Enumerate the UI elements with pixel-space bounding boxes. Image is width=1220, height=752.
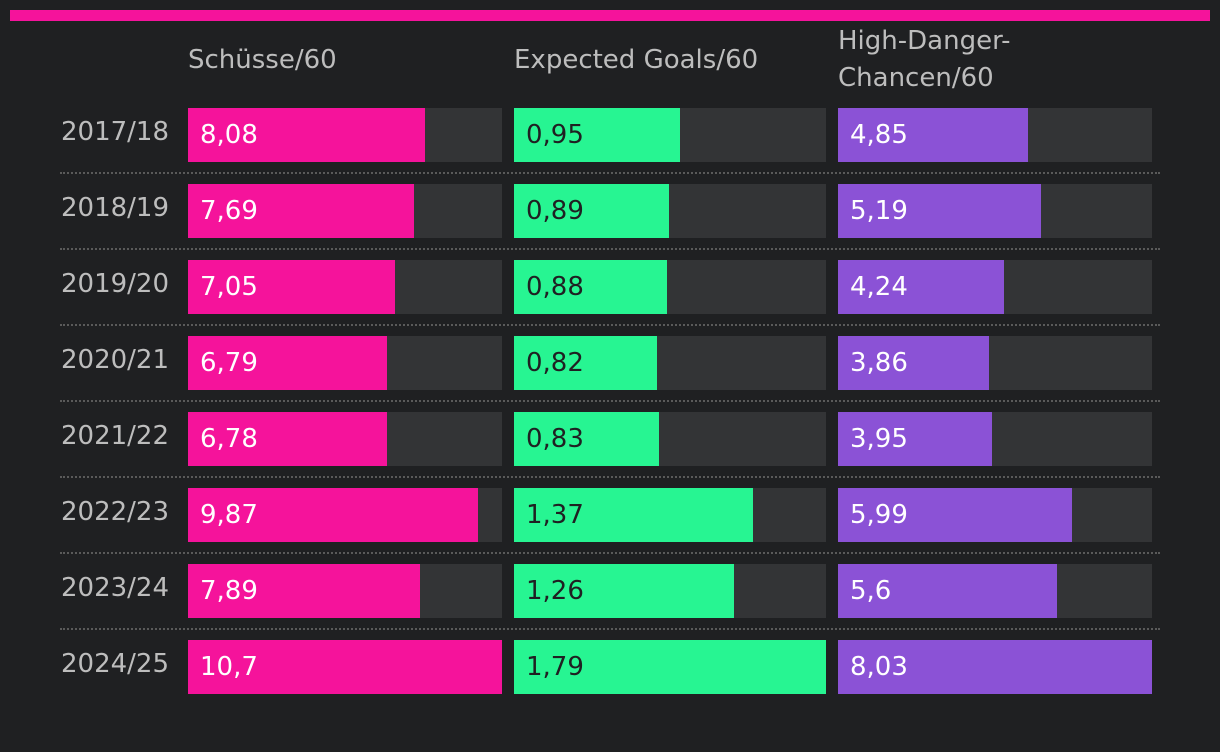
bar-value-label: 7,69 — [200, 196, 258, 226]
bar — [514, 412, 659, 466]
row-divider — [60, 248, 1160, 250]
bar — [838, 108, 1028, 162]
bar-value-label: 0,82 — [526, 348, 584, 378]
bar-value-label: 7,05 — [200, 272, 258, 302]
bar-value-label: 5,19 — [850, 196, 908, 226]
bar — [188, 640, 502, 694]
bar-value-label: 0,89 — [526, 196, 584, 226]
bar — [188, 412, 387, 466]
bar — [514, 488, 753, 542]
season-label: 2024/25 — [61, 649, 170, 679]
bar-track: 10,7 — [188, 640, 502, 694]
bar — [188, 336, 387, 390]
bar — [838, 412, 992, 466]
bar-value-label: 5,6 — [850, 576, 892, 606]
season-label: 2018/19 — [61, 193, 170, 223]
bar-track: 4,85 — [838, 108, 1152, 162]
bar — [514, 336, 657, 390]
column-header-shots: Schüsse/60 — [188, 45, 337, 75]
bar-track: 6,79 — [188, 336, 502, 390]
bar-track: 0,88 — [514, 260, 826, 314]
bar-value-label: 8,03 — [850, 652, 908, 682]
bar-track: 6,78 — [188, 412, 502, 466]
bar — [188, 184, 414, 238]
bar-track: 0,89 — [514, 184, 826, 238]
bar — [514, 564, 734, 618]
bar — [838, 336, 989, 390]
season-label: 2019/20 — [61, 269, 170, 299]
bar-track: 1,79 — [514, 640, 826, 694]
bar-track: 7,69 — [188, 184, 502, 238]
bar — [838, 640, 1152, 694]
season-label: 2020/21 — [61, 345, 170, 375]
bar-track: 8,03 — [838, 640, 1152, 694]
season-label: 2023/24 — [61, 573, 170, 603]
bar-value-label: 1,37 — [526, 500, 584, 530]
bar-value-label: 0,83 — [526, 424, 584, 454]
bar-value-label: 1,26 — [526, 576, 584, 606]
bar-track: 3,86 — [838, 336, 1152, 390]
season-label: 2021/22 — [61, 421, 170, 451]
bar-value-label: 6,79 — [200, 348, 258, 378]
bar — [188, 108, 425, 162]
bar-value-label: 7,89 — [200, 576, 258, 606]
bar-track: 1,26 — [514, 564, 826, 618]
bar-track: 5,99 — [838, 488, 1152, 542]
row-divider — [60, 400, 1160, 402]
bar-track: 3,95 — [838, 412, 1152, 466]
bar-value-label: 9,87 — [200, 500, 258, 530]
bar-value-label: 6,78 — [200, 424, 258, 454]
bar-track: 0,82 — [514, 336, 826, 390]
bar-track: 5,19 — [838, 184, 1152, 238]
bar-value-label: 5,99 — [850, 500, 908, 530]
season-label: 2022/23 — [61, 497, 170, 527]
accent-bar — [10, 10, 1210, 21]
bar-value-label: 4,85 — [850, 120, 908, 150]
season-label: 2017/18 — [61, 117, 170, 147]
bar — [514, 640, 826, 694]
column-header-high-danger-chances: High-Danger- Chancen/60 — [838, 26, 1011, 93]
bar-value-label: 10,7 — [200, 652, 258, 682]
column-header-expected-goals: Expected Goals/60 — [514, 45, 759, 75]
bar-value-label: 8,08 — [200, 120, 258, 150]
bar-track: 0,95 — [514, 108, 826, 162]
bar — [838, 184, 1041, 238]
bar-value-label: 3,95 — [850, 424, 908, 454]
bar-track: 5,6 — [838, 564, 1152, 618]
bar-value-label: 0,88 — [526, 272, 584, 302]
row-divider — [60, 628, 1160, 630]
row-divider — [60, 324, 1160, 326]
bar — [838, 260, 1004, 314]
bar — [838, 564, 1057, 618]
bar-track: 7,89 — [188, 564, 502, 618]
bar-value-label: 4,24 — [850, 272, 908, 302]
bar — [188, 260, 395, 314]
bar-value-label: 0,95 — [526, 120, 584, 150]
bar — [514, 260, 667, 314]
row-divider — [60, 476, 1160, 478]
bar — [514, 184, 669, 238]
bar-track: 8,08 — [188, 108, 502, 162]
row-divider — [60, 172, 1160, 174]
bar-track: 9,87 — [188, 488, 502, 542]
bar-track: 7,05 — [188, 260, 502, 314]
bar — [514, 108, 680, 162]
bar — [838, 488, 1072, 542]
bar — [188, 564, 420, 618]
bar-track: 0,83 — [514, 412, 826, 466]
bar-track: 1,37 — [514, 488, 826, 542]
bar-track: 4,24 — [838, 260, 1152, 314]
row-divider — [60, 552, 1160, 554]
bar-value-label: 1,79 — [526, 652, 584, 682]
bar — [188, 488, 478, 542]
bar-value-label: 3,86 — [850, 348, 908, 378]
